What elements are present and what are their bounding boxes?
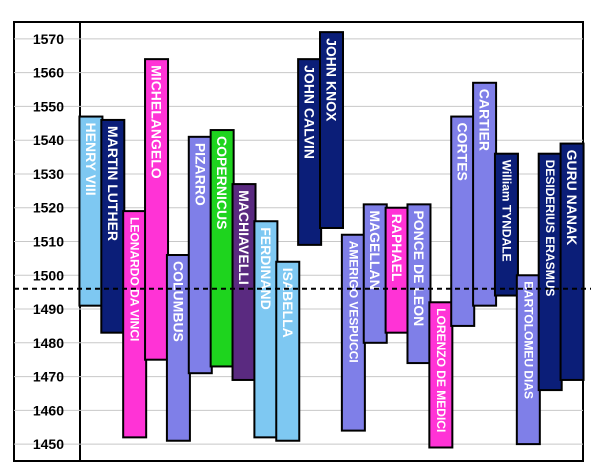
bar-label: FERDINAND — [258, 227, 274, 309]
bar-henry-viii: HENRY VIII — [78, 115, 104, 307]
y-tick-label: 1470 — [33, 369, 64, 385]
bar-rect — [144, 58, 170, 361]
bar-rect — [559, 142, 585, 381]
bars: HENRY VIII MARTIN LUTHER LEONARDO DA VINCI… — [78, 31, 585, 449]
bar-ferdinand: FERDINAND — [253, 220, 279, 439]
bar-rect — [428, 301, 454, 449]
bar-john-knox: JOHN KNOX — [319, 31, 344, 229]
bar-rect — [493, 152, 519, 297]
bar-magellan: MAGELLAN — [362, 203, 388, 344]
y-tick-label: 1550 — [33, 98, 64, 114]
bar-label: JOHN KNOX — [324, 38, 340, 122]
bar-columbus: COLUMBUS — [165, 254, 191, 442]
bar-label: LEONARDO DA VINCI — [128, 217, 142, 341]
bar-copernicus: COPERNICUS — [209, 129, 235, 368]
bar-guru-nanak: GURU NANAK — [559, 142, 585, 381]
bar-label: CORTES — [455, 123, 471, 181]
bar-label: GURU NANAK — [564, 150, 580, 246]
bar-label: PIZARRO — [192, 143, 208, 206]
bar-label: MARTIN LUTHER — [105, 126, 121, 241]
y-tick-label: 1520 — [33, 200, 64, 216]
bar-cortes: CORTES — [450, 115, 476, 327]
y-tick-label: 1560 — [33, 65, 64, 81]
bar-rect — [275, 260, 301, 442]
bar-martin-luther: MARTIN LUTHER — [100, 118, 126, 334]
bar-label: HENRY VIII — [83, 123, 99, 196]
bar-bartolomeu-dias: BARTOLOMEU DIAS — [515, 274, 541, 446]
bar-label: COLUMBUS — [170, 261, 186, 342]
bar-label: MAGELLAN — [367, 210, 383, 289]
bar-lorenzo-de-medici: LORENZO DE MEDICI — [428, 301, 454, 449]
bar-label: BARTOLOMEU DIAS — [521, 281, 535, 399]
bar-label: MICHELANGELO — [149, 65, 165, 179]
bar-label: ISABELLA — [280, 268, 296, 338]
bar-michelangelo: MICHELANGELO — [144, 58, 170, 361]
bar-rect — [319, 31, 344, 229]
bar-label: PONCE DE LEON — [411, 210, 427, 326]
bar-label: AMERIGO VESPUCCI — [346, 241, 360, 363]
bar-rect — [406, 203, 432, 365]
y-tick-label: 1540 — [33, 132, 64, 148]
bar-label: JOHN CALVIN — [302, 65, 318, 159]
bar-raphael: RAPHAEL — [384, 206, 410, 334]
bar-machiavelli: MACHIAVELLI — [231, 183, 257, 381]
y-tick-label: 1460 — [33, 402, 64, 418]
y-tick-label: 1450 — [33, 436, 64, 452]
y-tick-label: 1510 — [33, 234, 64, 250]
bar-desiderius-erasmus: DESIDERIUS ERASMUS — [537, 152, 563, 392]
y-tick-label: 1490 — [33, 301, 64, 317]
bar-cartier: CARTIER — [472, 81, 498, 307]
bar-ponce-de-leon: PONCE DE LEON — [406, 203, 432, 365]
bar-label: MACHIAVELLI — [236, 190, 252, 285]
bar-leonardo-da-vinci: LEONARDO DA VINCI — [122, 210, 148, 439]
bar-label: COPERNICUS — [214, 136, 230, 229]
bar-william-tyndale: William TYNDALE — [493, 152, 519, 297]
bar-label: RAPHAEL — [389, 214, 405, 282]
bar-isabella: ISABELLA — [275, 260, 301, 442]
bar-label: DESIDERIUS ERASMUS — [543, 160, 557, 297]
bar-pizarro: PIZARRO — [187, 135, 213, 375]
y-tick-label: 1530 — [33, 166, 64, 182]
y-axis-ticks: 1450 1460 1470 1480 1490 1500 1510 1520 1530 1540… — [33, 31, 64, 452]
bar-label: LORENZO DE MEDICI — [434, 308, 448, 432]
y-tick-label: 1570 — [33, 31, 64, 47]
bar-label: William TYNDALE — [499, 160, 513, 262]
bar-label: CARTIER — [477, 89, 493, 151]
bar-john-calvin: JOHN CALVIN — [297, 58, 323, 246]
bar-amerigo-vespucci: AMERIGO VESPUCCI — [340, 233, 366, 432]
y-tick-label: 1500 — [33, 267, 64, 283]
y-tick-label: 1480 — [33, 335, 64, 351]
